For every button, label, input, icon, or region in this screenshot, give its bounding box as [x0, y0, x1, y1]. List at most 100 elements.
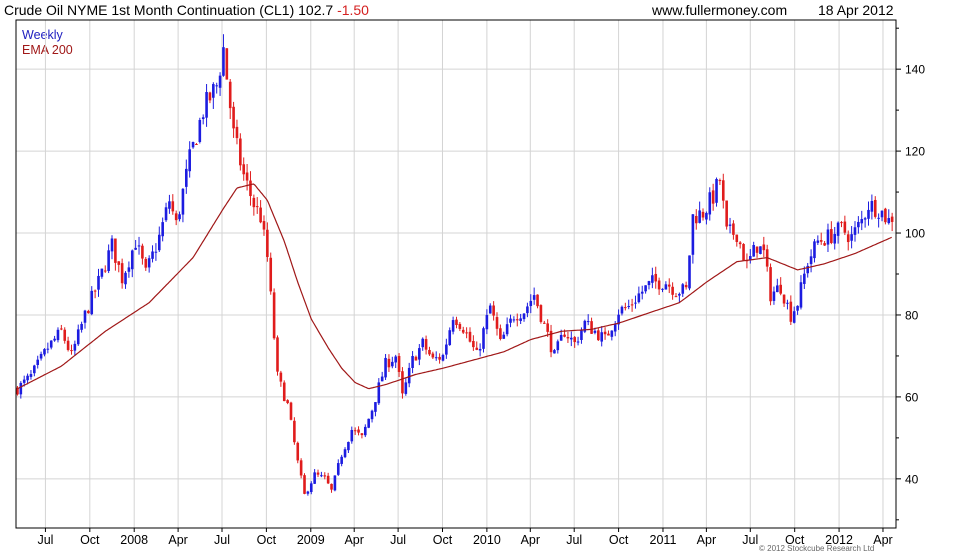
candle-up — [806, 265, 810, 274]
candle-up — [191, 142, 195, 148]
candle-down — [16, 387, 19, 395]
candle-up — [73, 343, 77, 351]
candle-up — [178, 214, 181, 220]
candle-up — [613, 323, 617, 332]
candle-down — [769, 267, 772, 302]
candle-down — [438, 356, 441, 360]
candle-up — [306, 491, 310, 494]
candle-down — [657, 280, 661, 290]
y-tick-label: 80 — [905, 308, 919, 322]
candle-down — [742, 244, 745, 261]
candle-up — [222, 47, 225, 76]
candle-down — [782, 294, 786, 304]
candle-up — [485, 315, 489, 330]
candle-up — [445, 344, 448, 355]
candle-down — [607, 333, 610, 336]
candle-up — [715, 178, 718, 203]
candle-down — [299, 460, 303, 476]
candle-down — [208, 92, 212, 101]
candle-up — [664, 284, 668, 290]
candle-up — [33, 365, 36, 374]
candle-up — [647, 281, 651, 286]
candle-up — [451, 320, 455, 332]
candle-down — [195, 143, 198, 145]
candle-up — [637, 293, 641, 303]
candle-up — [526, 306, 529, 314]
candle-up — [880, 210, 884, 218]
chart-legend: Weekly EMA 200 — [22, 28, 73, 58]
candle-down — [738, 242, 742, 245]
candle-up — [164, 207, 168, 221]
candle-down — [225, 48, 229, 80]
candle-down — [70, 350, 73, 352]
candle-down — [819, 240, 823, 242]
candle-up — [803, 273, 806, 284]
candle-up — [130, 250, 134, 270]
candle-up — [418, 348, 421, 360]
candle-down — [603, 331, 607, 335]
candle-down — [262, 221, 266, 230]
website-link[interactable]: www.fullermoney.com — [652, 2, 788, 18]
candle-up — [512, 319, 516, 321]
candle-down — [539, 305, 543, 322]
candle-up — [644, 285, 647, 292]
candle-up — [853, 227, 857, 235]
candle-up — [809, 256, 813, 265]
candle-down — [293, 420, 296, 443]
candle-up — [634, 302, 637, 304]
candle-up — [502, 334, 506, 339]
x-tick-label: Oct — [433, 533, 453, 547]
candle-down — [228, 81, 232, 109]
candle-down — [495, 317, 499, 329]
candle-up — [36, 359, 40, 365]
candle-down — [630, 304, 634, 306]
candle-up — [580, 330, 583, 340]
candle-up — [347, 441, 350, 451]
candle-down — [357, 429, 360, 433]
candle-up — [678, 293, 681, 296]
ema-200-line — [17, 183, 892, 390]
candle-up — [26, 375, 29, 381]
candle-down — [424, 339, 428, 350]
candle-up — [100, 268, 104, 277]
candle-up — [860, 219, 864, 224]
candle-up — [836, 222, 840, 236]
candle-down — [590, 321, 593, 334]
candle-down — [171, 201, 175, 212]
candle-down — [711, 190, 715, 204]
candle-up — [46, 348, 50, 350]
candle-down — [289, 402, 293, 420]
candle-down — [597, 330, 600, 341]
candle-down — [242, 164, 246, 175]
candle-up — [29, 374, 33, 377]
candle-up — [833, 233, 837, 244]
candle-down — [266, 229, 269, 257]
x-tick-label: Jul — [37, 533, 53, 547]
candle-up — [586, 321, 590, 323]
candle-up — [799, 282, 803, 308]
candle-up — [80, 323, 83, 330]
candle-down — [249, 180, 252, 197]
candle-up — [556, 341, 560, 351]
candle-up — [850, 234, 853, 241]
x-tick-label: Apr — [697, 533, 716, 547]
candle-up — [110, 238, 114, 252]
candle-up — [380, 376, 384, 382]
candle-down — [499, 328, 502, 339]
candle-down — [87, 310, 90, 314]
candle-up — [826, 229, 830, 245]
candle-down — [144, 258, 148, 268]
y-tick-label: 100 — [905, 227, 925, 241]
candle-down — [846, 234, 850, 243]
candle-up — [857, 221, 860, 228]
candle-up — [863, 218, 867, 220]
candle-down — [732, 223, 735, 235]
candle-up — [39, 353, 43, 359]
candle-down — [66, 340, 70, 350]
x-tick-label: Oct — [257, 533, 277, 547]
x-tick-label: Oct — [785, 533, 805, 547]
candle-up — [147, 258, 151, 268]
candle-down — [63, 329, 67, 341]
candle-down — [718, 180, 722, 182]
